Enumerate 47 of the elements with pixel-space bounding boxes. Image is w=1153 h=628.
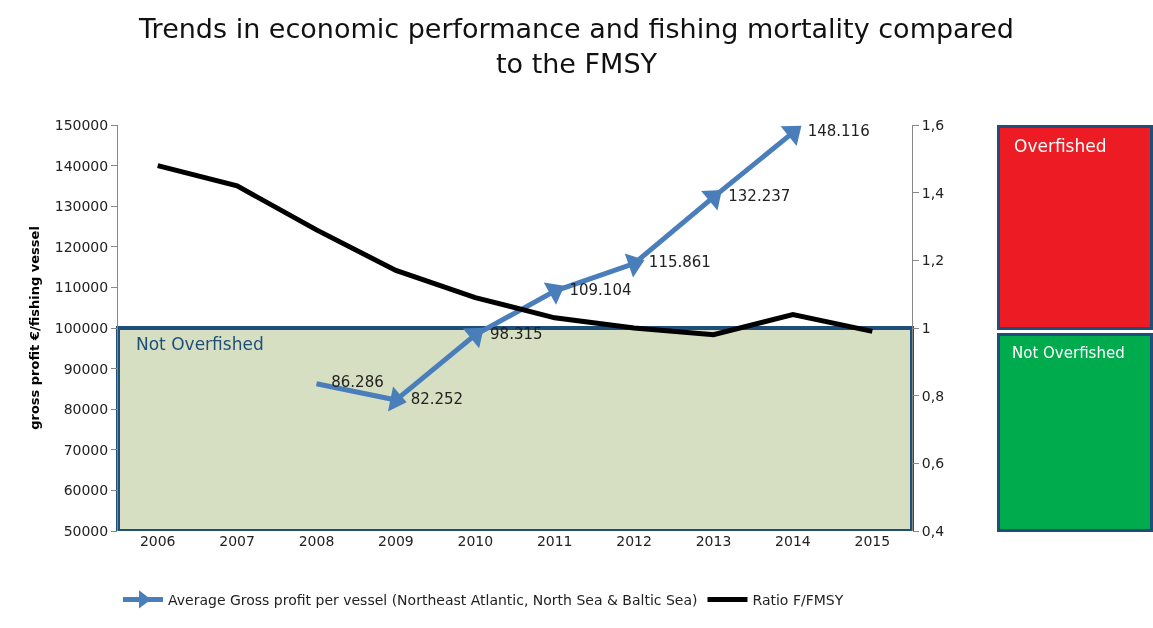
x-tick-label: 2011 bbox=[536, 533, 573, 549]
y2-tick-label: 1,2 bbox=[921, 252, 945, 269]
data-label: 109.104 bbox=[569, 280, 632, 299]
chart-title: Trends in economic performance and fishing mortality compared to the FMSY bbox=[138, 12, 1014, 79]
point bbox=[701, 190, 722, 211]
data-label: 132.237 bbox=[728, 186, 791, 205]
legend-label: Average Gross profit per vessel (Northeast Atlantic, North Sea & Baltic Sea) bbox=[168, 591, 698, 608]
y-tick-label: 90000 bbox=[63, 360, 109, 377]
x-tick-label: 2013 bbox=[695, 533, 732, 549]
y-tick-label: 120000 bbox=[54, 238, 109, 255]
data-label: 148.116 bbox=[807, 122, 870, 141]
x-tick-label: 2006 bbox=[139, 533, 176, 549]
key-panel: Overfished bbox=[997, 125, 1153, 330]
y2-tick-label: 1 bbox=[921, 319, 931, 336]
y-tick-label: 70000 bbox=[63, 441, 109, 458]
band-label: Not Overfished bbox=[136, 334, 264, 354]
data-label: 98.315 bbox=[490, 324, 543, 343]
point bbox=[462, 327, 484, 349]
point bbox=[624, 253, 645, 278]
y2-tick-label: 0,8 bbox=[921, 387, 945, 404]
y-tick-label: 50000 bbox=[63, 522, 109, 539]
y2-tick-label: 1,4 bbox=[921, 184, 945, 201]
x-tick-label: 2007 bbox=[219, 533, 255, 549]
y-tick-label: 130000 bbox=[54, 198, 109, 215]
x-tick-label: 2015 bbox=[854, 533, 891, 549]
data-label: 86.286 bbox=[331, 373, 384, 392]
x-tick-label: 2012 bbox=[616, 533, 652, 549]
legend-label: Ratio F/FMSY bbox=[752, 591, 844, 608]
y2-tick-label: 1,6 bbox=[921, 116, 945, 133]
x-tick-label: 2008 bbox=[298, 533, 335, 549]
x-tick-label: 2010 bbox=[457, 533, 494, 549]
y-tick-label: 100000 bbox=[54, 319, 109, 336]
y-tick-label: 150000 bbox=[54, 116, 109, 133]
data-label: 82.252 bbox=[410, 389, 464, 408]
x-tick-label: 2009 bbox=[378, 533, 414, 549]
point bbox=[780, 125, 802, 146]
y-tick-label: 80000 bbox=[63, 401, 109, 418]
y2-tick-label: 0,6 bbox=[921, 455, 945, 472]
y-tick-label: 60000 bbox=[63, 482, 109, 499]
point bbox=[543, 282, 565, 305]
x-tick-label: 2014 bbox=[775, 533, 811, 549]
y2-tick-label: 0,4 bbox=[921, 522, 945, 539]
key-panel: Not Overfished bbox=[997, 333, 1153, 532]
y-tick-label: 140000 bbox=[54, 157, 109, 174]
y-tick-label: 110000 bbox=[54, 279, 109, 296]
data-label: 115.861 bbox=[648, 253, 711, 272]
y-axis-title: gross profit €/fishing vessel bbox=[26, 226, 42, 430]
